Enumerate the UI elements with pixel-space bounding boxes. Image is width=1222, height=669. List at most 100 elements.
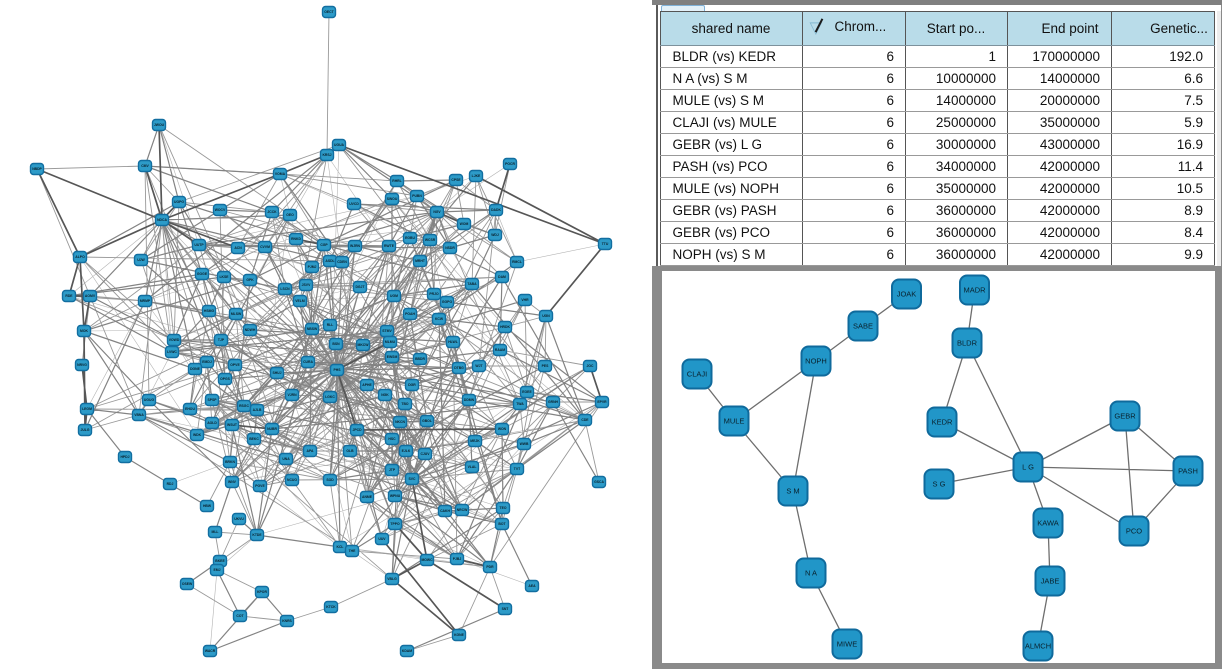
svg-text:SABE: SABE xyxy=(853,322,873,331)
svg-text:WDK: WDK xyxy=(193,433,202,437)
svg-text:RHRL: RHRL xyxy=(392,179,401,183)
svg-text:VHR: VHR xyxy=(521,298,529,302)
svg-text:NBSW: NBSW xyxy=(307,327,318,331)
svg-text:VBLG: VBLG xyxy=(387,577,397,581)
svg-text:RNKD: RNKD xyxy=(291,237,301,241)
svg-text:VJRN: VJRN xyxy=(287,393,297,397)
svg-text:OECT: OECT xyxy=(324,10,334,14)
svg-text:UJW: UJW xyxy=(137,258,145,262)
svg-text:WOM: WOM xyxy=(460,222,469,226)
svg-text:LKSE: LKSE xyxy=(219,275,229,279)
svg-text:WSUT: WSUT xyxy=(227,423,238,427)
svg-text:OPGS: OPGS xyxy=(220,377,231,381)
svg-text:OSEW: OSEW xyxy=(182,582,193,586)
svg-text:RDJ: RDJ xyxy=(167,482,174,486)
svg-text:UNA: UNA xyxy=(282,457,290,461)
svg-text:KPOR: KPOR xyxy=(257,590,267,594)
svg-text:LSCN: LSCN xyxy=(280,287,290,291)
svg-text:EPVR: EPVR xyxy=(597,400,607,404)
svg-text:CDEN: CDEN xyxy=(337,260,347,264)
svg-text:GGPO: GGPO xyxy=(442,300,453,304)
svg-text:UGUG: UGUG xyxy=(144,398,155,402)
svg-text:CGP: CGP xyxy=(320,243,328,247)
svg-text:UUV: UUV xyxy=(378,537,386,541)
svg-text:ANME: ANME xyxy=(362,495,373,499)
svg-text:JOAK: JOAK xyxy=(897,290,917,299)
svg-text:WACR: WACR xyxy=(205,649,216,653)
svg-text:NOPH: NOPH xyxy=(805,357,827,366)
svg-text:JABE: JABE xyxy=(1041,577,1060,586)
svg-text:OEO: OEO xyxy=(286,213,294,217)
svg-text:S G: S G xyxy=(933,480,946,489)
svg-text:L G: L G xyxy=(1022,463,1034,472)
svg-text:KDAM: KDAM xyxy=(402,649,412,653)
svg-text:THE: THE xyxy=(349,549,357,553)
svg-text:MRMP: MRMP xyxy=(140,299,151,303)
svg-text:AOLD: AOLD xyxy=(207,421,217,425)
svg-text:SVC: SVC xyxy=(409,477,417,481)
svg-text:DGR: DGR xyxy=(408,383,416,387)
svg-text:RSGC: RSGC xyxy=(239,404,249,408)
svg-text:NRCW: NRCW xyxy=(457,508,468,512)
svg-text:BLDR: BLDR xyxy=(957,339,978,348)
svg-text:KCW: KCW xyxy=(435,317,444,321)
svg-text:KEDR: KEDR xyxy=(932,418,953,427)
svg-text:CURA: CURA xyxy=(303,360,313,364)
svg-text:TBO: TBO xyxy=(401,402,409,406)
svg-text:EMJ: EMJ xyxy=(214,568,221,572)
svg-text:PASH: PASH xyxy=(1178,467,1198,476)
svg-text:TWA: TWA xyxy=(516,402,524,406)
svg-text:ACN: ACN xyxy=(234,246,242,250)
svg-text:NBDP: NBDP xyxy=(32,167,42,171)
svg-text:PHS: PHS xyxy=(334,368,342,372)
svg-text:MIWE: MIWE xyxy=(837,640,857,649)
svg-text:HSMG: HSMG xyxy=(204,309,215,313)
svg-text:NRVG: NRVG xyxy=(77,363,87,367)
svg-text:WON: WON xyxy=(498,427,507,431)
svg-text:EWSM: EWSM xyxy=(387,355,398,359)
svg-text:NUBR: NUBR xyxy=(267,427,277,431)
svg-text:EOEE: EOEE xyxy=(522,390,532,394)
svg-text:NDCA: NDCA xyxy=(157,218,167,222)
svg-text:MRHT: MRHT xyxy=(415,259,426,263)
svg-text:POCR: POCR xyxy=(505,162,515,166)
svg-text:VOWD: VOWD xyxy=(169,338,180,342)
svg-text:PUBN: PUBN xyxy=(412,194,422,198)
svg-text:CAKH: CAKH xyxy=(440,509,450,513)
svg-text:TEO: TEO xyxy=(500,506,507,510)
svg-text:KNRS: KNRS xyxy=(282,619,292,623)
svg-text:JPCD: JPCD xyxy=(352,428,362,432)
svg-text:DGJT: DGJT xyxy=(355,285,365,289)
svg-text:COT: COT xyxy=(236,614,244,618)
svg-text:TPPO: TPPO xyxy=(390,522,400,526)
svg-text:UGUA: UGUA xyxy=(334,143,345,147)
svg-text:PJBJ: PJBJ xyxy=(453,557,462,561)
svg-text:PCO: PCO xyxy=(1126,527,1142,536)
svg-text:HRDK: HRDK xyxy=(500,325,510,329)
svg-text:KTCK: KTCK xyxy=(326,605,336,609)
svg-text:MEJK: MEJK xyxy=(470,439,480,443)
svg-text:BBDR: BBDR xyxy=(415,357,425,361)
svg-text:TTU: TTU xyxy=(602,242,609,246)
svg-text:STMV: STMV xyxy=(382,329,392,333)
svg-text:EGBU: EGBU xyxy=(405,236,415,240)
svg-text:GPK: GPK xyxy=(246,278,254,282)
svg-text:MLMU: MLMU xyxy=(385,340,396,344)
svg-text:BEKC: BEKC xyxy=(249,437,259,441)
svg-text:PDR: PDR xyxy=(486,565,494,569)
svg-text:KCL: KCL xyxy=(337,545,344,549)
svg-text:BOT: BOT xyxy=(498,522,506,526)
svg-text:WDJ: WDJ xyxy=(491,233,499,237)
svg-text:MKCW: MKCW xyxy=(358,343,370,347)
svg-text:APA: APA xyxy=(307,449,314,453)
svg-text:KTDE: KTDE xyxy=(252,533,262,537)
svg-text:CMV: CMV xyxy=(141,164,149,168)
svg-text:AEA: AEA xyxy=(528,584,536,588)
svg-text:GBOL: GBOL xyxy=(422,419,432,423)
svg-text:VOMA: VOMA xyxy=(275,172,286,176)
svg-text:BRKN: BRKN xyxy=(225,460,235,464)
svg-text:LVWC: LVWC xyxy=(167,350,177,354)
svg-text:UOPG: UOPG xyxy=(174,200,184,204)
svg-text:RAAM: RAAM xyxy=(495,348,505,352)
svg-text:LGKC: LGKC xyxy=(325,395,335,399)
